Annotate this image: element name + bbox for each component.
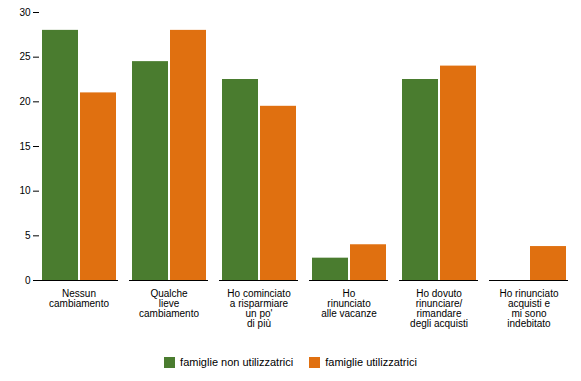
svg-text:20: 20 <box>19 96 31 107</box>
svg-text:10: 10 <box>19 185 31 196</box>
html-text:famiglie utilizzatrici: famiglie utilizzatrici <box>325 356 417 368</box>
svg-text:Qualchelievecambiamento: Qualchelievecambiamento <box>139 288 199 319</box>
svg-text:30: 30 <box>19 7 31 18</box>
svg-text:Ho rinunciatoacquisti emi sono: Ho rinunciatoacquisti emi sonoindebitato <box>500 288 559 329</box>
svg-text:0: 0 <box>25 275 31 286</box>
svg-text:5: 5 <box>25 230 31 241</box>
svg-text:Nessuncambiamento: Nessuncambiamento <box>49 288 109 309</box>
html-text:famiglie non utilizzatrici: famiglie non utilizzatrici <box>180 356 294 368</box>
svg-text:Ho cominciatoa risparmiareun p: Ho cominciatoa risparmiareun po'di più <box>227 288 291 329</box>
svg-text:Horinunciatoalle vacanze: Horinunciatoalle vacanze <box>321 288 377 319</box>
svg-text:Ho dovutorinunciare/rimandared: Ho dovutorinunciare/rimandaredegli acqui… <box>410 288 468 329</box>
svg-text:25: 25 <box>19 51 31 62</box>
svg-text:15: 15 <box>19 141 31 152</box>
